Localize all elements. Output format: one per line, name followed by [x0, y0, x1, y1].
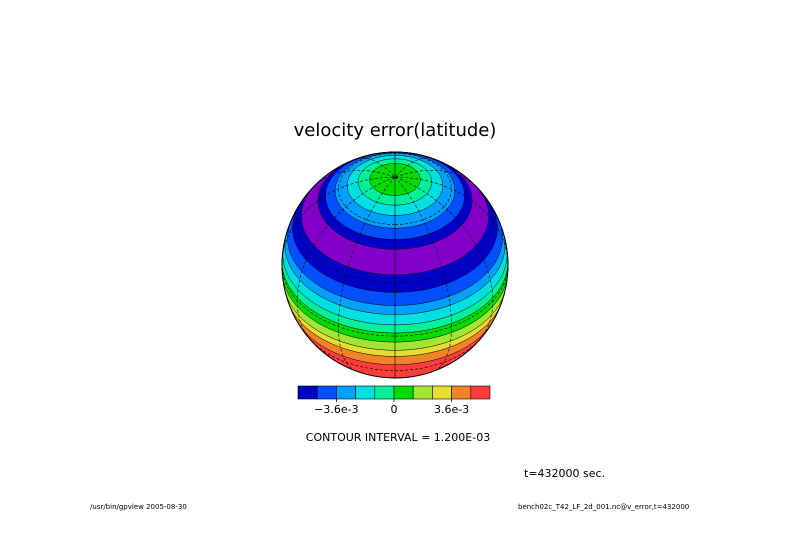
meridian-line — [357, 157, 396, 178]
meridian-line — [296, 176, 396, 340]
meridian-line — [338, 176, 396, 372]
latitude-line — [281, 264, 509, 337]
meridian-line — [394, 157, 433, 178]
colorbar: −3.6e-3 0 3.6e-3 — [297, 385, 491, 416]
latitude-line — [308, 337, 482, 371]
time-label: t=432000 sec. — [524, 467, 605, 480]
colorbar-swatch — [432, 385, 452, 400]
meridian-line — [394, 176, 452, 372]
meridian-line — [281, 176, 396, 262]
meridian-line — [394, 169, 479, 189]
colorbar-swatch — [451, 385, 472, 400]
colorbar-tick-label: 3.6e-3 — [434, 403, 469, 416]
meridian-line — [311, 169, 396, 189]
globe — [281, 151, 509, 379]
colorbar-swatch — [297, 385, 318, 400]
globe-outline — [281, 151, 509, 379]
footer-right: bench02c_T42_LF_2d_001.nc@v_error,t=4320… — [518, 503, 689, 511]
meridian-line — [394, 176, 509, 266]
colorbar-swatch — [412, 385, 433, 400]
colorbar-tick-label: −3.6e-3 — [314, 403, 358, 416]
colorbar-swatch — [393, 385, 414, 400]
colorbar-swatch — [336, 385, 356, 400]
colorbar-tick-label: 0 — [391, 403, 398, 416]
meridian-line — [394, 176, 494, 340]
colorbar-swatch — [470, 385, 491, 400]
colorbar-swatch — [374, 385, 395, 400]
contour-interval: CONTOUR INTERVAL = 1.200E-03 — [306, 431, 490, 444]
chart-title: velocity error(latitude) — [294, 120, 497, 141]
footer-left: /usr/bin/gpview 2005-08-30 — [90, 503, 187, 511]
latitude-line — [296, 193, 494, 283]
colorbar-swatch — [316, 385, 337, 400]
colorbar-swatch — [355, 385, 376, 400]
